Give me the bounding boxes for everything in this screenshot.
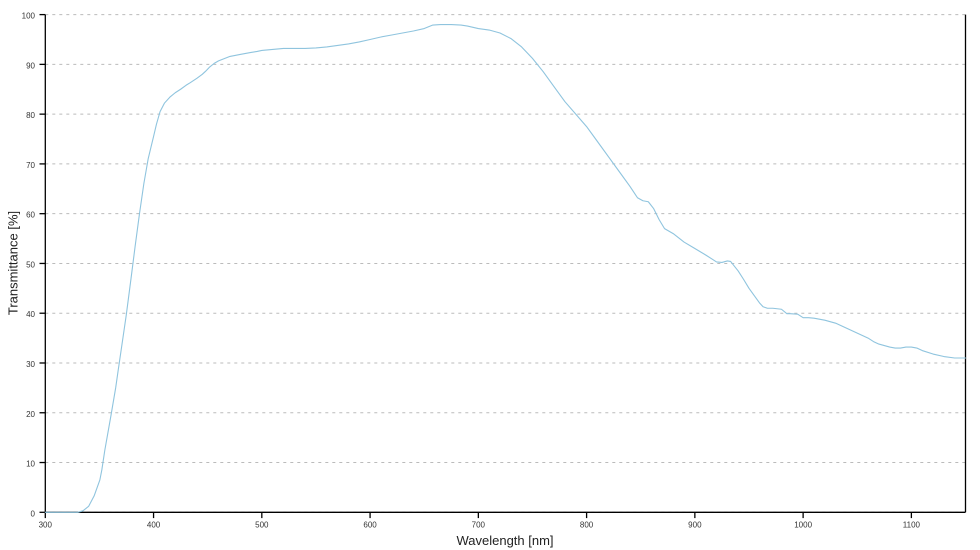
svg-text:20: 20 — [26, 410, 35, 419]
svg-text:500: 500 — [255, 521, 269, 530]
svg-text:700: 700 — [472, 521, 486, 530]
svg-text:1100: 1100 — [903, 521, 921, 530]
svg-text:600: 600 — [363, 521, 377, 530]
svg-text:300: 300 — [39, 521, 53, 530]
svg-text:80: 80 — [26, 111, 35, 120]
svg-text:70: 70 — [26, 161, 35, 170]
svg-text:30: 30 — [26, 360, 35, 369]
svg-text:900: 900 — [688, 521, 702, 530]
svg-text:1000: 1000 — [794, 521, 812, 530]
svg-text:60: 60 — [26, 211, 35, 220]
svg-text:800: 800 — [580, 521, 594, 530]
svg-text:50: 50 — [26, 260, 35, 269]
svg-text:40: 40 — [26, 310, 35, 319]
svg-text:Transmittance [%]: Transmittance [%] — [6, 211, 21, 315]
svg-text:400: 400 — [147, 521, 161, 530]
svg-text:10: 10 — [26, 460, 35, 469]
svg-text:Wavelength [nm]: Wavelength [nm] — [456, 533, 553, 548]
svg-text:0: 0 — [31, 509, 36, 518]
svg-text:100: 100 — [22, 12, 36, 21]
svg-text:90: 90 — [26, 61, 35, 70]
